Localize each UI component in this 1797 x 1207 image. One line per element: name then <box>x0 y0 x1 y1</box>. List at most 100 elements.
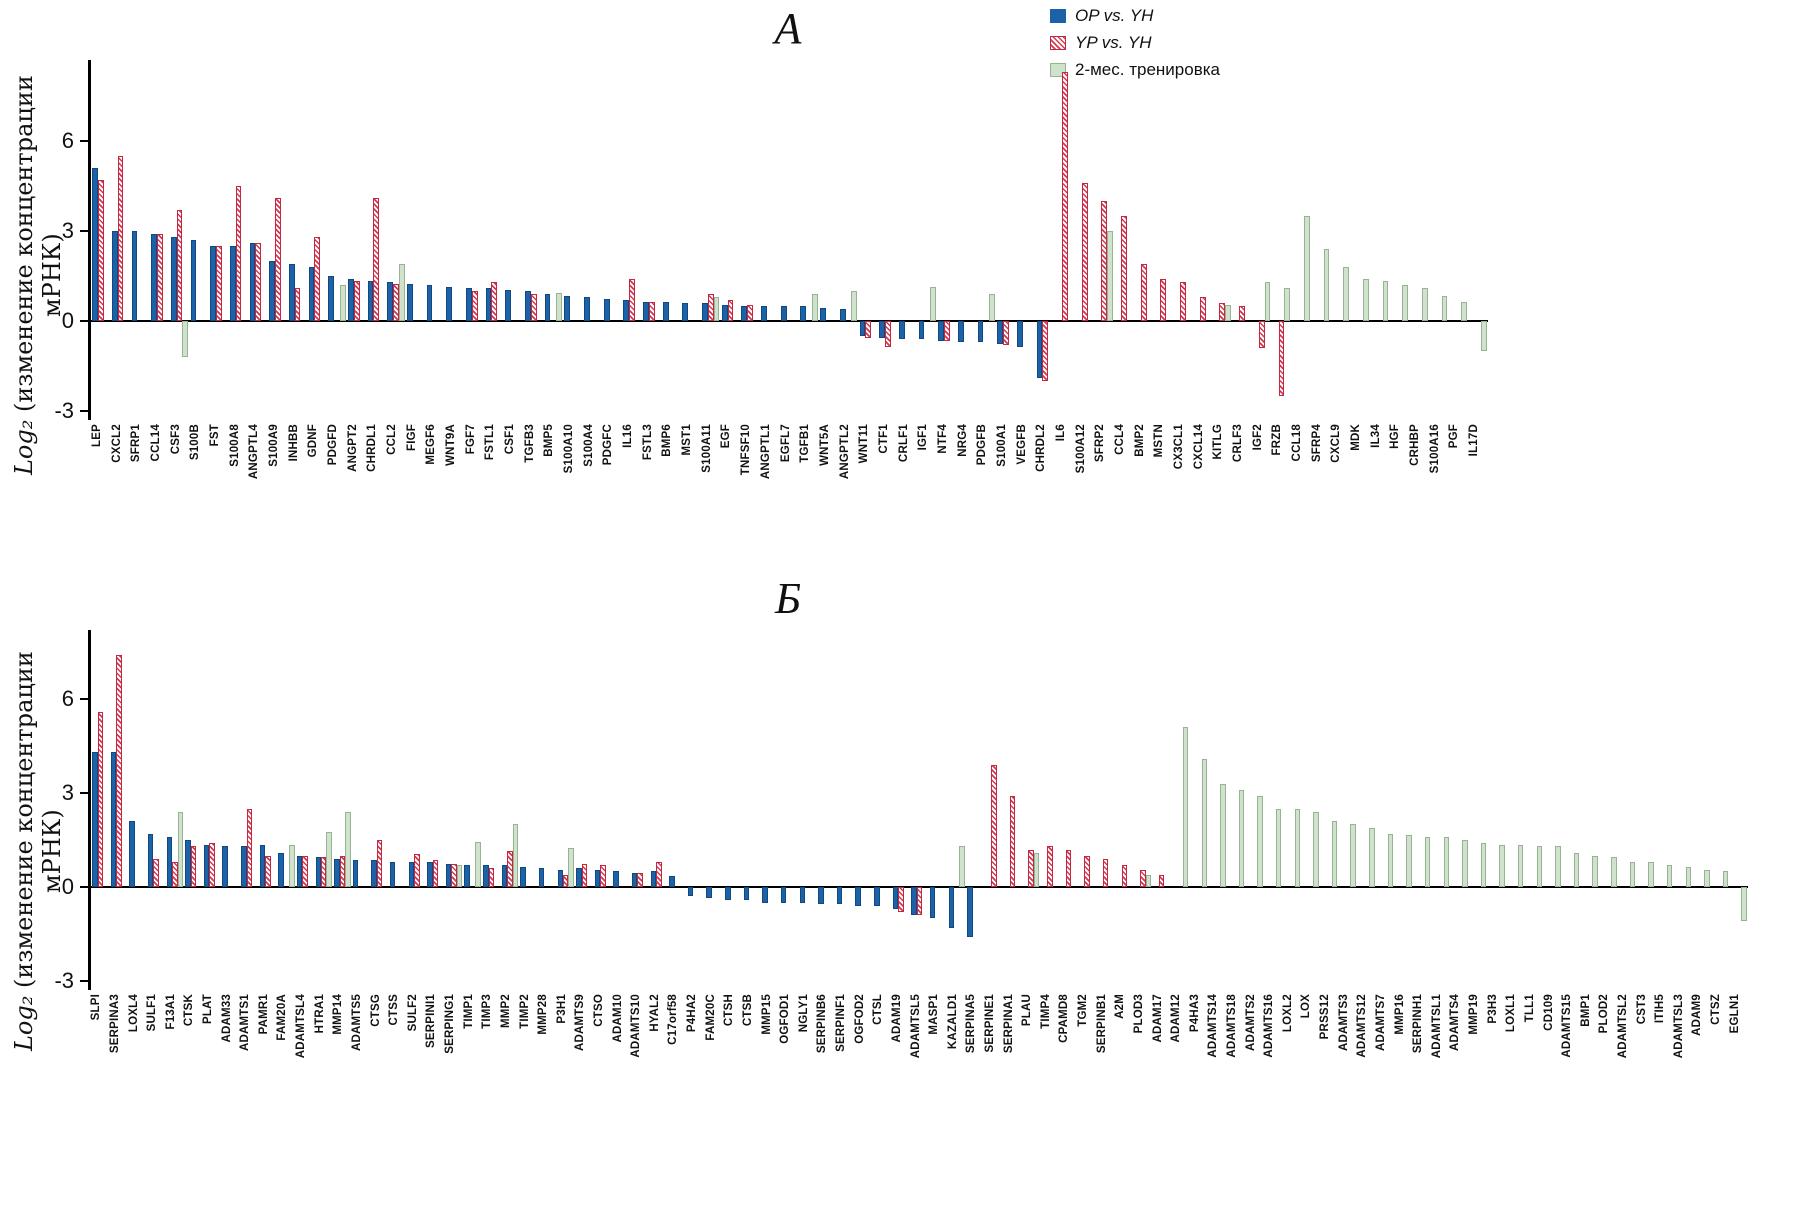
panel-a-title: А <box>774 4 802 53</box>
bar-tr <box>568 847 574 888</box>
y-tick-label: 3 <box>61 780 74 806</box>
bar-yp <box>747 304 754 322</box>
legend-label-op: OP vs. YH <box>1075 6 1154 25</box>
x-label: EGF <box>720 424 733 449</box>
bar-op <box>427 862 433 888</box>
bar-yp <box>1101 201 1108 322</box>
bar-op <box>918 321 925 340</box>
bar-op <box>702 303 708 322</box>
x-label: TGFB3 <box>523 424 536 463</box>
bar-op <box>650 871 657 888</box>
bar-yp <box>1003 321 1009 346</box>
bar-tr <box>1387 833 1394 888</box>
x-label: CTSZ <box>1710 994 1723 1026</box>
bar-tr <box>1145 874 1152 888</box>
x-label: EGLN1 <box>1728 994 1741 1034</box>
bar-tr <box>1722 871 1729 888</box>
bar-op <box>288 264 295 322</box>
bar-op <box>249 243 256 322</box>
x-label: BMP1 <box>1579 994 1592 1028</box>
x-label: S100A11 <box>700 424 713 473</box>
x-label: SFRP4 <box>1310 424 1323 463</box>
bar-op <box>111 231 118 322</box>
bar-yp <box>255 243 262 322</box>
bar-yp <box>294 288 301 322</box>
x-label: S100A9 <box>267 424 280 467</box>
x-label: ADAMTSL3 <box>1672 994 1685 1059</box>
x-label: IL6 <box>1054 424 1067 442</box>
bar-tr <box>326 832 332 888</box>
bar-op <box>501 865 508 888</box>
bar-yp <box>376 840 383 888</box>
x-label: BMP6 <box>661 424 674 457</box>
x-label: CRHBP <box>1409 424 1422 467</box>
bar-tr <box>1182 727 1189 888</box>
bar-op <box>367 280 374 322</box>
x-label: PDGFB <box>976 424 989 466</box>
bar-yp <box>1158 874 1165 888</box>
x-label: CCL4 <box>1113 424 1126 456</box>
x-label: BMP2 <box>1133 424 1146 457</box>
x-label: SLPI <box>90 994 103 1021</box>
x-label: ANGPT2 <box>346 424 359 473</box>
x-label: TIMP3 <box>481 994 494 1030</box>
x-label: BMP5 <box>543 424 556 457</box>
x-label: S100B <box>189 424 202 461</box>
bar-op <box>92 752 98 888</box>
bar-yp <box>491 282 498 322</box>
bar-op <box>780 306 787 322</box>
bar-tr <box>1257 796 1263 888</box>
bar-tr <box>1225 304 1232 322</box>
bar-op <box>505 289 512 322</box>
bar-tr <box>1275 808 1282 888</box>
x-label: LOXL4 <box>127 994 140 1033</box>
x-label: SERPINA5 <box>965 994 978 1054</box>
bar-op <box>761 306 767 322</box>
x-label: WNT9A <box>445 424 457 467</box>
bar-yp <box>898 887 904 913</box>
x-label: FGF7 <box>464 424 477 455</box>
bar-yp <box>563 874 569 888</box>
panel-a: А OP vs. YH YP vs. YH 2-мес. тренировка … <box>0 0 1797 546</box>
x-label: GDNF <box>307 424 320 458</box>
x-label: SERPINA1 <box>1002 994 1015 1054</box>
x-label: MMP16 <box>1393 994 1406 1035</box>
bar-yp <box>172 862 178 888</box>
x-label: P3H3 <box>1486 994 1499 1024</box>
x-label: SERPINB1 <box>1095 994 1108 1054</box>
x-label: CXCL9 <box>1330 424 1343 463</box>
bar-yp <box>1140 264 1147 322</box>
x-label: P3H1 <box>555 994 568 1024</box>
bar-yp <box>414 854 420 888</box>
bar-op <box>525 291 531 322</box>
bar-op <box>706 887 712 899</box>
x-label: ANGPTL1 <box>759 424 772 480</box>
bar-tr <box>1480 843 1487 888</box>
zero-line <box>91 320 1488 323</box>
bar-yp <box>1081 183 1088 322</box>
x-label: LOXL1 <box>1505 994 1518 1033</box>
bar-yp <box>1199 297 1206 322</box>
x-label: HTRA1 <box>313 994 326 1034</box>
x-label: SERPINI1 <box>425 994 438 1049</box>
legend-swatch-training-icon <box>1050 63 1066 77</box>
bar-tr <box>1573 852 1580 888</box>
bar-op <box>464 865 470 888</box>
bar-op <box>632 872 638 888</box>
y-tick-label: 0 <box>61 874 74 900</box>
bar-yp <box>916 887 923 916</box>
bar-tr <box>1220 783 1226 888</box>
x-label: CCL2 <box>385 424 398 456</box>
x-label: CX3CL1 <box>1173 424 1186 470</box>
bar-tr <box>1704 869 1710 888</box>
y-axis-tick <box>80 979 91 982</box>
bar-op <box>315 857 321 888</box>
x-label: PDGFD <box>326 424 339 466</box>
bar-tr <box>289 844 295 888</box>
x-label: CTSS <box>388 994 401 1026</box>
bar-yp <box>373 198 380 322</box>
bar-op <box>800 306 807 322</box>
bar-op <box>466 288 472 322</box>
y-tick-label: 6 <box>61 686 74 712</box>
bar-op <box>623 300 630 322</box>
